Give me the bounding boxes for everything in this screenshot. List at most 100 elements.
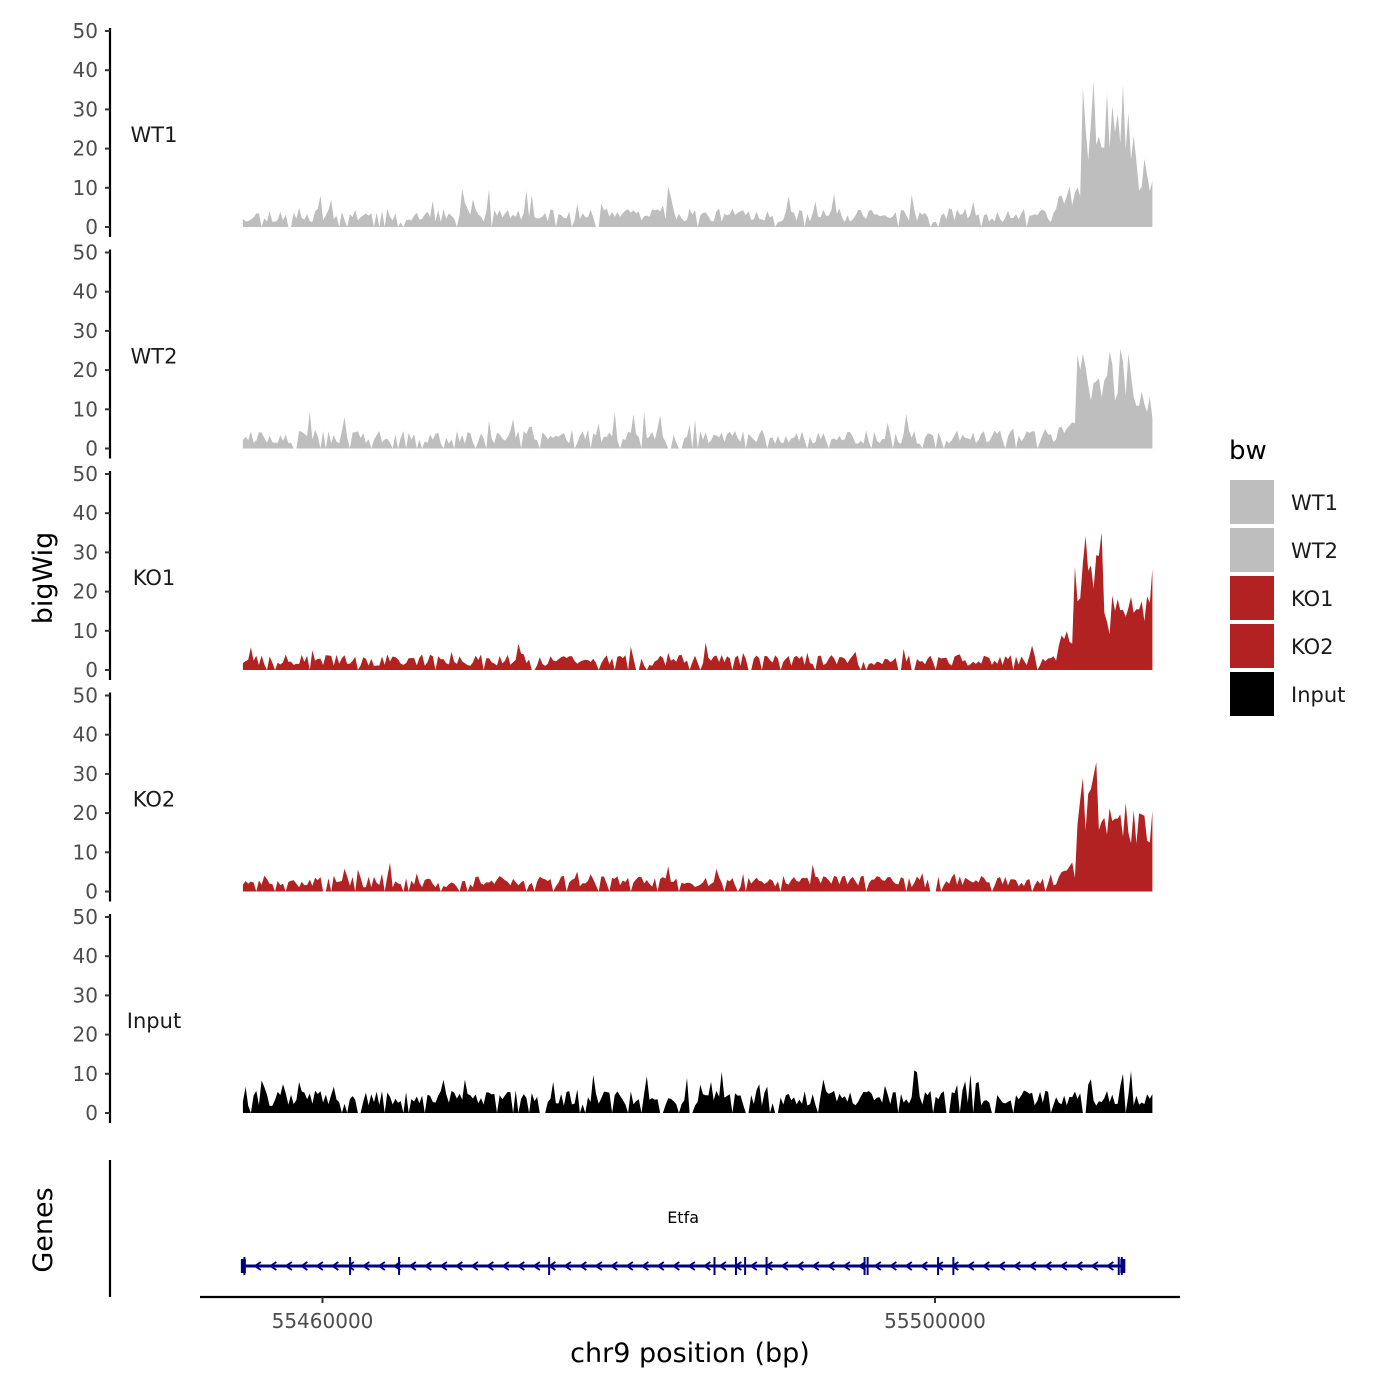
- y-tick-label: 30: [73, 319, 98, 343]
- strand-arrow: [795, 1261, 804, 1271]
- signal-tracks: 0 10 20 30 40 50 WT1 0 10 20 30 40 50 WT2 0 10 20 30 40 50 K…: [73, 19, 1153, 1125]
- y-tick-label: 40: [73, 280, 98, 304]
- legend-title: bw: [1229, 436, 1267, 466]
- y-tick-label: 20: [73, 801, 98, 825]
- y-tick-label: 10: [73, 397, 98, 421]
- strand-arrow: [408, 1261, 417, 1271]
- x-tick-label: 55500000: [884, 1309, 986, 1333]
- y-tick-label: 0: [85, 658, 98, 682]
- strand-arrow: [516, 1261, 525, 1271]
- x-tick-label: 55460000: [272, 1309, 374, 1333]
- track-ko2: 0 10 20 30 40 50 KO2: [73, 684, 1153, 904]
- track-label: KO2: [133, 788, 176, 812]
- strand-arrow: [1043, 1261, 1052, 1271]
- track-label: Input: [127, 1009, 181, 1033]
- signal-area-wt1: [242, 81, 1153, 227]
- gene-end-cap: [240, 1259, 246, 1273]
- y-tick-label: 0: [85, 880, 98, 904]
- strand-arrow: [299, 1261, 308, 1271]
- strand-arrow: [687, 1261, 696, 1271]
- strand-arrow: [1074, 1261, 1083, 1271]
- strand-arrow: [966, 1261, 975, 1271]
- y-tick-label: 30: [73, 540, 98, 564]
- y-tick-label: 0: [85, 437, 98, 461]
- gene-track: Etfa: [108, 1160, 1126, 1297]
- strand-arrow: [671, 1261, 680, 1271]
- strand-arrow: [780, 1261, 789, 1271]
- strand-arrow: [439, 1261, 448, 1271]
- y-tick-label: 50: [73, 462, 98, 486]
- strand-arrow: [1059, 1261, 1068, 1271]
- y-tick-label: 30: [73, 983, 98, 1007]
- y-tick-label: 40: [73, 944, 98, 968]
- legend-label: KO2: [1291, 635, 1334, 659]
- legend-label: WT1: [1291, 491, 1338, 515]
- legend-key-ko2: [1230, 624, 1274, 668]
- track-label: KO1: [133, 566, 176, 590]
- strand-arrow: [656, 1261, 665, 1271]
- strand-arrow: [501, 1261, 510, 1271]
- legend: bw WT1 WT2 KO1 KO2 Input: [1229, 436, 1345, 716]
- strand-arrow: [361, 1261, 370, 1271]
- strand-arrow: [749, 1261, 758, 1271]
- strand-arrow: [253, 1261, 262, 1271]
- y-tick-label: 40: [73, 723, 98, 747]
- strand-arrow: [640, 1261, 649, 1271]
- strand-arrow: [330, 1261, 339, 1271]
- strand-arrow: [873, 1261, 882, 1271]
- x-axis-title: chr9 position (bp): [570, 1338, 810, 1369]
- signal-area-ko2: [242, 762, 1153, 892]
- strand-arrow: [1028, 1261, 1037, 1271]
- y-tick-label: 20: [73, 137, 98, 161]
- strand-arrow: [981, 1261, 990, 1271]
- strand-arrow: [485, 1261, 494, 1271]
- strand-arrow: [532, 1261, 541, 1271]
- y-tick-label: 20: [73, 358, 98, 382]
- strand-arrow: [904, 1261, 913, 1271]
- legend-key-input: [1230, 672, 1274, 716]
- signal-area-wt2: [242, 348, 1153, 449]
- y-tick-label: 30: [73, 762, 98, 786]
- y-tick-label: 20: [73, 580, 98, 604]
- legend-label: Input: [1291, 683, 1345, 707]
- strand-arrow: [470, 1261, 479, 1271]
- legend-key-wt1: [1230, 480, 1274, 524]
- strand-arrow: [454, 1261, 463, 1271]
- y-tick-label: 50: [73, 241, 98, 265]
- strand-arrow: [702, 1261, 711, 1271]
- y-tick-label: 50: [73, 905, 98, 929]
- strand-arrow: [377, 1261, 386, 1271]
- x-axis: 55460000 55500000: [200, 1295, 1180, 1333]
- track-wt2: 0 10 20 30 40 50 WT2: [73, 241, 1153, 461]
- track-wt1: 0 10 20 30 40 50 WT1: [73, 19, 1153, 239]
- track-input: 0 10 20 30 40 50 Input: [73, 905, 1153, 1125]
- signal-area-ko1: [242, 532, 1153, 670]
- track-ko1: 0 10 20 30 40 50 KO1: [73, 462, 1153, 682]
- strand-arrow: [625, 1261, 634, 1271]
- y-tick-label: 10: [73, 176, 98, 200]
- strand-arrow: [1105, 1261, 1114, 1271]
- gene-label: Etfa: [667, 1208, 699, 1227]
- y-tick-label: 10: [73, 619, 98, 643]
- strand-arrow: [919, 1261, 928, 1271]
- strand-arrow: [826, 1261, 835, 1271]
- track-label: WT2: [131, 345, 178, 369]
- strand-arrow: [284, 1261, 293, 1271]
- strand-arrow: [811, 1261, 820, 1271]
- strand-arrow: [1012, 1261, 1021, 1271]
- strand-arrow: [1090, 1261, 1099, 1271]
- strand-arrow: [718, 1261, 727, 1271]
- gene-end-cap: [1120, 1259, 1126, 1273]
- strand-arrow: [935, 1261, 944, 1271]
- strand-arrow: [578, 1261, 587, 1271]
- y-tick-label: 40: [73, 58, 98, 82]
- track-label: WT1: [131, 123, 178, 147]
- y-tick-label: 50: [73, 684, 98, 708]
- strand-arrow: [563, 1261, 572, 1271]
- strand-arrow: [268, 1261, 277, 1271]
- y-axis-title: bigWig: [28, 532, 59, 625]
- y-tick-label: 40: [73, 501, 98, 525]
- y-tick-label: 0: [85, 1101, 98, 1125]
- genes-axis-title: Genes: [28, 1187, 59, 1272]
